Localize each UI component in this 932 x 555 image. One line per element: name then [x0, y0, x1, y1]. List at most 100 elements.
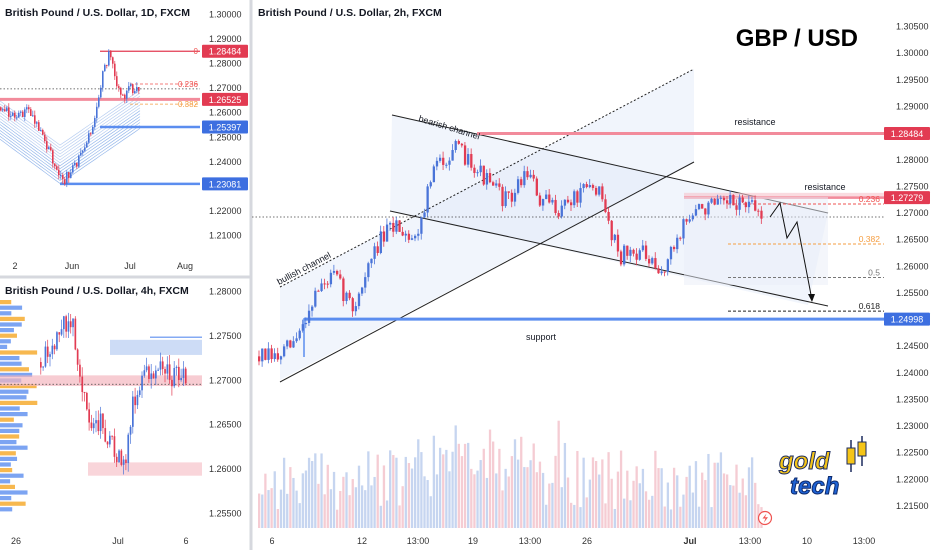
four-hour-candle-body — [180, 377, 182, 381]
volume-profile-bar — [0, 412, 28, 417]
candle-body — [432, 166, 436, 183]
volume-bar — [376, 454, 379, 528]
volume-bar — [607, 452, 610, 528]
daily-candle-body — [56, 166, 58, 170]
daily-x-tick-label: 2 — [12, 261, 17, 271]
candle-body — [545, 194, 548, 200]
candle-body — [672, 246, 676, 250]
four-hour-candle-body — [118, 450, 120, 463]
four-hour-candle-body — [134, 396, 136, 406]
candle-body — [282, 346, 286, 357]
two-hour-candles — [258, 139, 763, 367]
volume-bar — [691, 492, 694, 528]
volume-profile-bar — [0, 501, 26, 506]
candle-body — [582, 184, 585, 189]
volume-bar — [329, 489, 333, 528]
daily-price-tag-label: 1.28484 — [209, 47, 242, 57]
volume-bar — [389, 450, 392, 528]
candle-body — [354, 306, 358, 312]
volume-bar — [470, 468, 473, 528]
four-hour-candle-body — [166, 364, 169, 374]
volume-bar — [332, 471, 336, 528]
volume-bar — [604, 503, 607, 528]
daily-ma-line — [0, 92, 141, 149]
volume-bar — [385, 500, 389, 528]
candle-body — [610, 220, 613, 241]
candle-body — [485, 173, 489, 185]
two-hour-chart-title: British Pound / U.S. Dollar, 2h, FXCM — [258, 7, 442, 19]
volume-bar — [538, 461, 542, 528]
volume-profile-bar — [0, 395, 27, 400]
two-hour-chart-panel[interactable]: British Pound / U.S. Dollar, 2h, FXCM GB… — [252, 7, 930, 546]
lightning-icon[interactable] — [757, 510, 773, 526]
volume-bar — [560, 487, 563, 528]
goldtech-logo: gold tech — [778, 436, 867, 501]
volume-bar — [289, 467, 292, 528]
volume-profile-bar — [0, 456, 18, 461]
daily-candle-body — [96, 106, 98, 119]
volume-profile-bar — [0, 367, 29, 372]
daily-chart-panel[interactable]: British Pound / U.S. Dollar, 1D, FXCM 00… — [0, 0, 250, 275]
candle-body — [445, 164, 448, 166]
four-hour-x-tick-label: Jul — [112, 536, 124, 546]
volume-bar — [610, 478, 613, 528]
four-hour-candle-body — [184, 368, 187, 384]
y-tick-label: 1.21500 — [896, 501, 929, 511]
daily-y-tick-label: 1.26000 — [209, 108, 242, 118]
volume-bar — [626, 470, 629, 528]
candle-body — [438, 157, 442, 161]
candle-body — [289, 340, 292, 348]
two-hour-y-ticks: 1.305001.300001.295001.290001.285001.280… — [896, 22, 929, 511]
volume-bar — [682, 494, 685, 528]
four-hour-candle-body — [74, 318, 77, 350]
volume-bar — [648, 499, 651, 528]
four-hour-candle-body — [81, 376, 84, 392]
volume-bar — [632, 480, 635, 528]
four-hour-candles — [40, 312, 187, 475]
four-hour-candle-body — [175, 366, 178, 369]
volume-profile-bar — [0, 400, 38, 405]
four-hour-candle-body — [141, 375, 143, 391]
volume-bar — [679, 506, 682, 528]
volume-profile-bar — [0, 451, 16, 456]
daily-candle-body — [10, 115, 12, 117]
price-tag — [884, 126, 930, 140]
volume-bar — [354, 487, 358, 528]
volume-bar — [504, 468, 507, 528]
volume-bar — [476, 470, 479, 528]
four-hour-y-ticks: 1.28000 1.27500 1.27000 1.26500 1.26000 1.255… — [209, 287, 242, 519]
volume-bar — [704, 480, 707, 528]
y-tick-label: 1.25500 — [896, 288, 929, 298]
daily-y-tick-label: 1.22000 — [209, 206, 242, 216]
candle-body — [311, 306, 314, 311]
four-hour-y-tick-label: 1.26500 — [209, 420, 242, 430]
daily-fib-label: 0.236 — [178, 80, 199, 89]
x-tick-label: 12 — [357, 536, 367, 546]
volume-bar — [417, 439, 420, 528]
candle-body — [336, 270, 339, 275]
daily-ma-line — [0, 98, 141, 155]
candle-body — [317, 290, 320, 292]
volume-bar — [342, 476, 345, 528]
daily-candle-body — [32, 115, 34, 117]
volume-bar — [594, 461, 598, 528]
volume-bar — [526, 467, 529, 528]
candle-body — [417, 233, 420, 236]
volume-bar — [460, 456, 464, 528]
volume-profile-bar — [0, 389, 29, 394]
daily-x-tick-label: Jun — [65, 261, 80, 271]
volume-profile-bar — [0, 372, 33, 377]
daily-candle-body — [48, 147, 50, 150]
price-tag — [884, 191, 930, 205]
four-hour-y-tick-label: 1.28000 — [209, 287, 242, 297]
candle-body — [694, 209, 698, 216]
y-tick-label: 1.23000 — [896, 421, 929, 431]
volume-bar — [488, 429, 492, 528]
candle-body — [457, 141, 460, 144]
x-tick-label: 13:00 — [519, 536, 542, 546]
volume-bar — [345, 472, 348, 528]
candle-body — [292, 341, 295, 348]
candle-body — [351, 298, 354, 312]
four-hour-chart-panel[interactable]: British Pound / U.S. Dollar, 4h, FXCM 1.… — [0, 285, 242, 546]
volume-profile-bar — [0, 300, 12, 305]
